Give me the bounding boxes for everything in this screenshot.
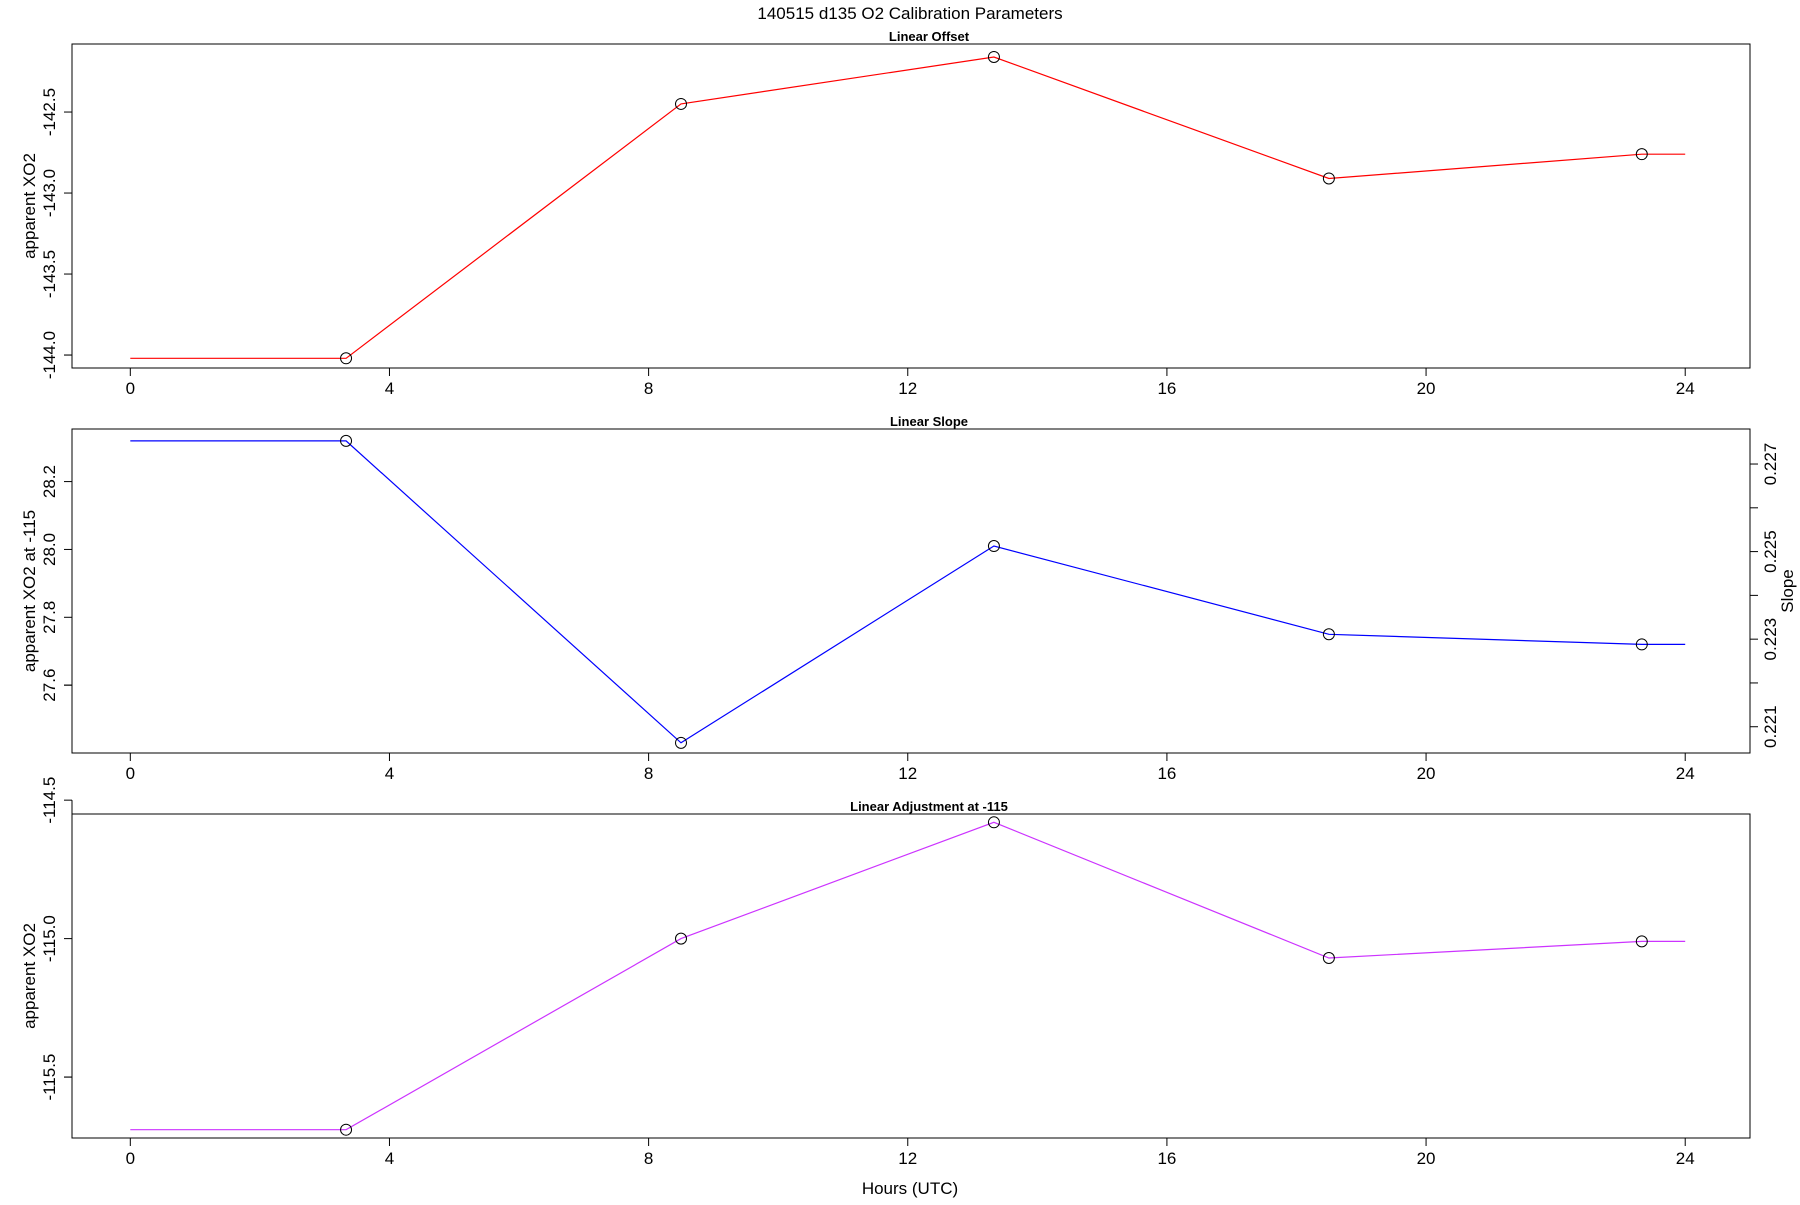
y-tick-label: -115.0: [40, 915, 59, 962]
y2-tick-label: 0.225: [1761, 530, 1780, 573]
data-point: [1635, 935, 1648, 948]
y-tick-label: -142.5: [40, 88, 59, 136]
data-point: [675, 97, 688, 110]
y-axis-label: apparent XO2: [20, 153, 39, 259]
x-tick-label: 24: [1676, 764, 1695, 783]
y-tick-label: -114.5: [40, 777, 59, 824]
x-tick-label: 4: [385, 379, 394, 398]
y-tick-label: 28.0: [40, 533, 59, 566]
data-point: [340, 352, 353, 365]
data-point: [1635, 148, 1648, 161]
data-point: [1635, 638, 1648, 651]
x-tick-label: 8: [644, 379, 653, 398]
x-tick-label: 20: [1417, 764, 1436, 783]
x-tick-label: 12: [898, 1149, 917, 1168]
x-tick-label: 20: [1417, 379, 1436, 398]
series-line: [130, 440, 1686, 744]
data-point: [340, 434, 353, 447]
y2-tick-label: 0.227: [1761, 443, 1780, 486]
data-point: [340, 1123, 353, 1136]
x-tick-label: 24: [1676, 379, 1695, 398]
x-tick-label: 16: [1157, 764, 1176, 783]
data-point: [675, 932, 688, 945]
plot-frame: [71, 428, 1751, 754]
chart-panel-3: Linear Adjustment at -115 0 4 8 12 16 20 24 -115…: [20, 777, 1751, 1168]
x-tick-label: 0: [126, 764, 135, 783]
data-point: [987, 540, 1000, 553]
chart-panel-2: Linear Slope 0 4 8 12 16 20 24 27.6 27.8 28.0 28.2a…: [20, 414, 1797, 783]
y-axis-label: apparent XO2 at -115: [20, 510, 39, 672]
data-point: [1322, 952, 1335, 964]
y-tick-label: 28.2: [40, 465, 59, 498]
x-tick-label: 16: [1157, 379, 1176, 398]
y-tick-label: -143.5: [40, 250, 59, 298]
chart-panel-1: Linear Offset 0 4 8 12 16 20 24 -144.0 -143.5 -143…: [20, 29, 1751, 398]
y-tick-label: -144.0: [40, 331, 59, 379]
x-tick-label: 0: [126, 379, 135, 398]
y-tick-label: 27.8: [40, 601, 59, 634]
y-tick-label: -115.5: [40, 1054, 59, 1101]
y-tick-label: -143.0: [40, 169, 59, 217]
x-tick-label: 4: [385, 1149, 394, 1168]
panel-title: Linear Adjustment at -115: [850, 799, 1008, 814]
y2-tick-label: 0.221: [1761, 705, 1780, 748]
plot-frame: [71, 813, 1751, 1139]
figure-xlabel: Hours (UTC): [862, 1179, 958, 1198]
x-tick-label: 12: [898, 379, 917, 398]
series-line: [130, 821, 1686, 1131]
x-tick-label: 8: [644, 1149, 653, 1168]
y2-tick-label: 0.223: [1761, 618, 1780, 661]
y-axis-label: apparent XO2: [20, 923, 39, 1029]
x-tick-label: 4: [385, 764, 394, 783]
y2-axis-label: Slope: [1778, 569, 1797, 612]
x-tick-label: 0: [126, 1149, 135, 1168]
x-tick-label: 8: [644, 764, 653, 783]
x-tick-label: 16: [1157, 1149, 1176, 1168]
panel-title: Linear Offset: [889, 29, 970, 44]
data-point: [987, 50, 1000, 63]
data-point: [987, 816, 1000, 829]
x-tick-label: 20: [1417, 1149, 1436, 1168]
plot-frame: [71, 43, 1751, 369]
data-point: [675, 736, 688, 749]
data-point: [1322, 172, 1335, 185]
data-point: [1322, 628, 1335, 641]
series-line: [130, 56, 1686, 359]
panel-title: Linear Slope: [890, 414, 968, 429]
y-tick-label: 27.6: [40, 669, 59, 702]
x-tick-label: 24: [1676, 1149, 1695, 1168]
x-tick-label: 12: [898, 764, 917, 783]
figure-title: 140515 d135 O2 Calibration Parameters: [757, 4, 1062, 23]
